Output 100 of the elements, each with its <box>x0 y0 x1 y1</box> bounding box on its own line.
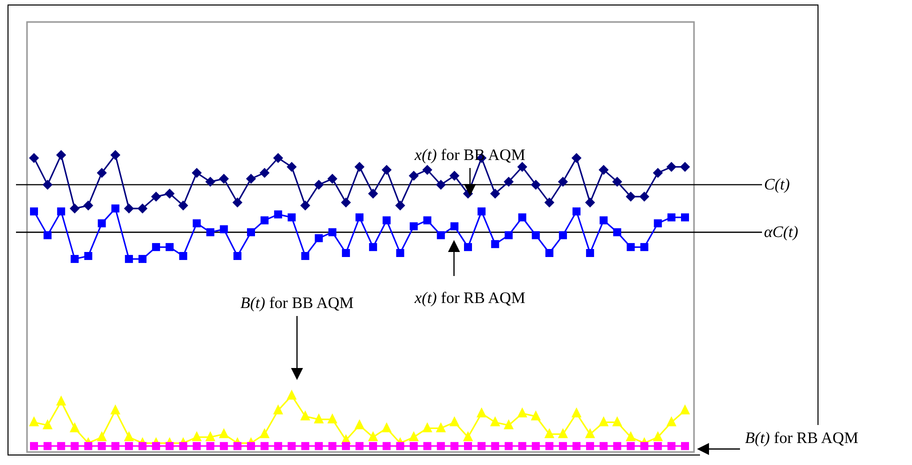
point <box>545 442 554 450</box>
point <box>233 442 242 450</box>
point <box>476 407 487 418</box>
point <box>300 200 310 210</box>
point <box>84 442 92 450</box>
annotation: x(t) for BB AQM <box>414 147 526 164</box>
point <box>138 203 148 214</box>
point <box>544 428 554 438</box>
point <box>450 442 458 450</box>
point <box>70 203 80 214</box>
point <box>124 431 134 442</box>
point <box>598 164 609 175</box>
point <box>532 442 540 450</box>
point <box>178 200 188 210</box>
point <box>179 252 188 260</box>
point <box>667 213 676 222</box>
point <box>96 431 107 442</box>
point <box>233 252 242 260</box>
point <box>681 213 689 222</box>
point <box>273 152 284 163</box>
point <box>558 442 567 450</box>
point <box>342 249 350 258</box>
point <box>206 228 214 236</box>
point <box>152 442 160 450</box>
point <box>572 407 582 418</box>
point <box>246 174 256 184</box>
point <box>70 442 79 450</box>
annotation: B(t) for BB AQM <box>240 295 354 312</box>
point <box>436 442 445 450</box>
point <box>206 442 214 450</box>
point <box>354 419 364 430</box>
point <box>368 431 378 442</box>
point <box>110 150 120 160</box>
point <box>110 404 120 414</box>
ref-line-label: αC(t) <box>764 224 798 242</box>
point <box>478 207 486 216</box>
point <box>232 198 242 208</box>
point <box>449 416 460 426</box>
point <box>30 207 38 216</box>
point <box>340 198 351 208</box>
point <box>463 431 473 442</box>
point <box>436 180 446 190</box>
point <box>98 442 106 450</box>
point <box>518 213 526 222</box>
point <box>96 168 107 178</box>
point <box>369 243 378 252</box>
point <box>666 162 676 172</box>
point <box>490 416 500 426</box>
point <box>491 240 500 248</box>
point <box>600 442 608 450</box>
point <box>328 442 336 450</box>
point <box>356 442 364 450</box>
point <box>138 254 146 263</box>
point <box>354 162 364 172</box>
point <box>558 231 567 240</box>
point <box>192 442 201 450</box>
point <box>301 442 310 450</box>
point <box>652 431 663 442</box>
point <box>300 410 310 420</box>
point <box>57 207 66 216</box>
point <box>544 198 554 208</box>
point <box>464 243 472 252</box>
point <box>220 442 228 450</box>
point <box>138 442 146 450</box>
point <box>124 442 133 450</box>
point <box>247 442 255 450</box>
point <box>111 442 120 450</box>
point <box>532 231 540 240</box>
point <box>29 152 39 163</box>
point <box>314 442 323 450</box>
point <box>626 243 635 252</box>
point <box>654 442 662 450</box>
point <box>111 204 120 212</box>
point <box>84 252 92 260</box>
point <box>504 176 514 187</box>
point <box>436 422 446 432</box>
point <box>640 442 648 450</box>
point <box>260 442 269 450</box>
point <box>327 413 338 424</box>
point <box>382 164 392 175</box>
point <box>152 243 160 252</box>
point <box>56 396 66 406</box>
point <box>626 431 636 442</box>
point <box>273 404 284 414</box>
point <box>382 216 391 224</box>
point <box>44 231 52 240</box>
point <box>530 410 541 420</box>
point <box>504 231 513 240</box>
point <box>70 422 80 432</box>
point <box>218 174 229 184</box>
point <box>652 168 663 178</box>
point <box>192 168 202 178</box>
point <box>613 228 622 236</box>
point <box>30 442 38 450</box>
point <box>680 404 690 414</box>
point <box>274 442 282 450</box>
point <box>56 150 66 160</box>
point <box>464 442 472 450</box>
point <box>247 228 255 236</box>
point <box>572 442 580 450</box>
